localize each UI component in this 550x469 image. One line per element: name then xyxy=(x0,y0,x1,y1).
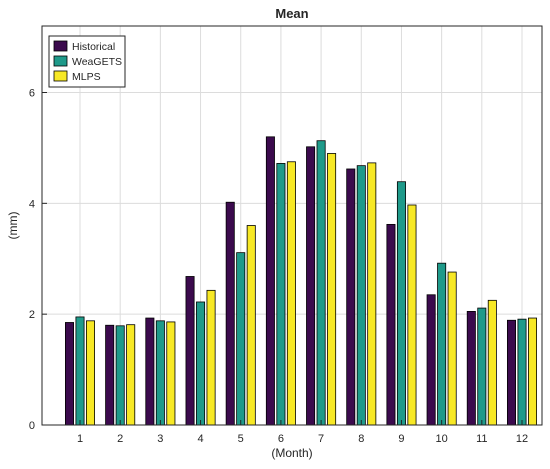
bar-mlps-6 xyxy=(286,161,296,426)
bar-weagets-1 xyxy=(75,316,85,426)
x-tick-label: 1 xyxy=(77,433,83,445)
bar-weagets-12 xyxy=(517,318,527,426)
plot-frame xyxy=(41,25,543,426)
bar-weagets-2 xyxy=(115,325,125,426)
bar-historical-9 xyxy=(386,223,396,426)
bar-mlps-10 xyxy=(447,271,457,426)
y-tick-label: 6 xyxy=(29,88,35,100)
x-tick-label: 3 xyxy=(157,433,163,445)
bar-mlps-8 xyxy=(367,162,377,426)
bar-weagets-6 xyxy=(276,163,286,426)
bar-historical-4 xyxy=(185,276,195,426)
legend-swatch-mlps xyxy=(53,70,68,82)
x-tick-label: 6 xyxy=(278,433,284,445)
bar-historical-1 xyxy=(65,322,75,426)
y-axis-label: (mm) xyxy=(6,212,20,240)
bar-historical-12 xyxy=(506,319,516,426)
y-tick-label: 4 xyxy=(29,198,35,210)
legend-label-historical: Historical xyxy=(72,41,115,53)
x-tick-label: 7 xyxy=(318,433,324,445)
x-tick-label: 10 xyxy=(436,433,448,445)
bar-weagets-10 xyxy=(437,262,447,426)
bar-mlps-11 xyxy=(487,299,497,426)
legend-label-weagets: WeaGETS xyxy=(72,56,122,68)
chart-title: Mean xyxy=(275,6,308,21)
legend: Historical WeaGETS MLPS xyxy=(48,35,126,88)
bar-mlps-9 xyxy=(407,204,417,426)
x-tick-label: 2 xyxy=(117,433,123,445)
bar-weagets-9 xyxy=(396,181,406,426)
bar-weagets-11 xyxy=(477,307,487,426)
bar-mlps-3 xyxy=(166,321,176,426)
bar-mlps-7 xyxy=(327,153,337,426)
bar-historical-7 xyxy=(306,146,316,426)
x-tick-label: 4 xyxy=(197,433,203,445)
bar-weagets-3 xyxy=(155,320,165,426)
y-tick-label: 0 xyxy=(29,420,35,432)
bars xyxy=(65,136,538,426)
bar-mlps-12 xyxy=(528,317,538,426)
bar-weagets-8 xyxy=(356,165,366,426)
y-tick-label: 2 xyxy=(29,309,35,321)
bar-historical-3 xyxy=(145,317,155,426)
x-axis-label: (Month) xyxy=(271,446,312,460)
x-tick-label: 12 xyxy=(516,433,528,445)
bar-weagets-7 xyxy=(316,140,326,426)
legend-label-mlps: MLPS xyxy=(72,71,101,83)
bar-historical-5 xyxy=(225,201,235,426)
bar-historical-10 xyxy=(426,294,436,426)
bar-historical-8 xyxy=(346,168,356,426)
x-tick-label: 11 xyxy=(476,433,487,445)
bar-historical-6 xyxy=(265,136,275,426)
legend-swatch-weagets xyxy=(53,55,68,67)
bar-mlps-1 xyxy=(86,320,96,426)
bar-mlps-2 xyxy=(126,324,136,426)
x-tick-label: 9 xyxy=(398,433,404,445)
x-tick-label: 8 xyxy=(358,433,364,445)
bar-weagets-5 xyxy=(236,252,246,426)
bar-weagets-4 xyxy=(196,301,206,426)
x-tick-label: 5 xyxy=(238,433,244,445)
bar-historical-2 xyxy=(105,324,115,426)
bar-mlps-4 xyxy=(206,289,216,426)
legend-swatch-historical xyxy=(53,40,68,52)
bar-historical-11 xyxy=(466,310,476,426)
bar-mlps-5 xyxy=(246,225,256,426)
